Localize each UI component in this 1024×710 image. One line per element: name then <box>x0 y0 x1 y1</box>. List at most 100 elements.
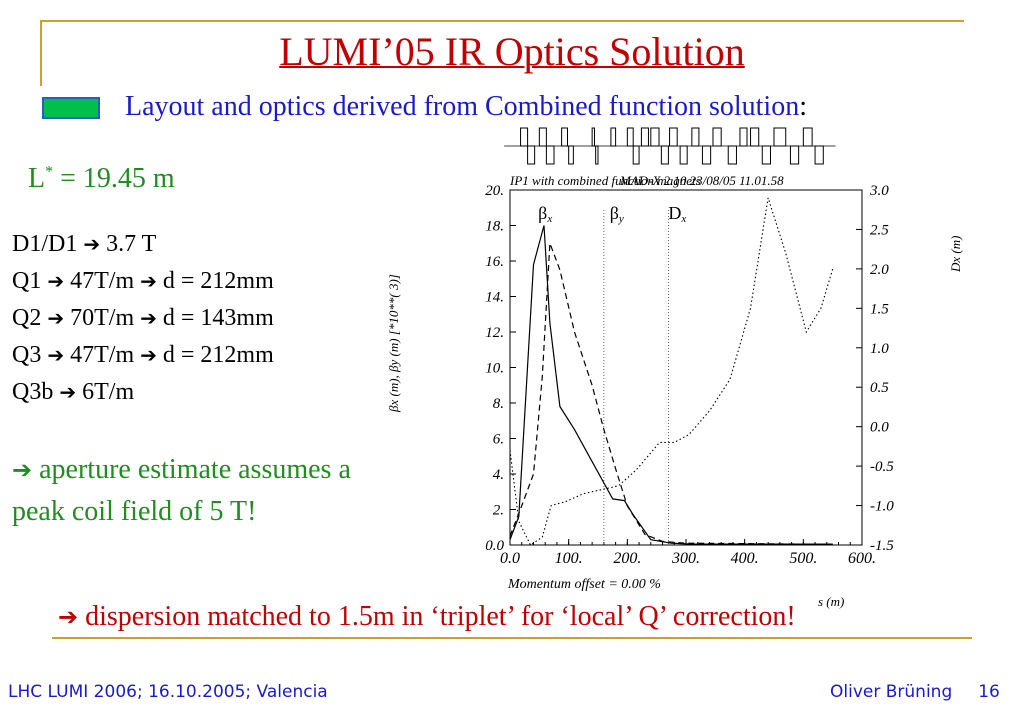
y-left-tick-label: 14. <box>485 290 504 306</box>
magnet-element <box>691 127 700 147</box>
spec-q3: Q3 ➔ 47T/m ➔ d = 212mm <box>12 342 274 369</box>
x-tick-label: 300. <box>671 550 700 567</box>
arrow-icon: ➔ <box>47 269 65 293</box>
chart-header: IP1 with combined function magnets <box>509 173 701 188</box>
y-right-tick-label: -1.0 <box>870 499 894 515</box>
legend-βy: βy <box>610 203 624 225</box>
spec-q3b: Q3b ➔ 6T/m <box>12 379 134 406</box>
magnet-element <box>802 127 813 147</box>
spec-label: Q1 <box>12 268 48 294</box>
lstar-sup: * <box>45 163 54 181</box>
spec-d1: D1/D1 ➔ 3.7 T <box>12 231 156 258</box>
arrow-icon: ➔ <box>12 456 33 484</box>
y-left-tick-label: 10. <box>485 361 504 377</box>
magnet-element <box>610 127 617 147</box>
spec-aperture: d = 212mm <box>156 342 274 368</box>
magnet-element <box>773 127 787 147</box>
magnet-element <box>632 145 640 165</box>
y-left-tick-label: 8. <box>493 396 504 412</box>
spec-q1: Q1 ➔ 47T/m ➔ d = 212mm <box>12 268 274 295</box>
spec-value: 6T/m <box>76 379 135 405</box>
legend-Dx: Dx <box>668 203 686 225</box>
y-left-tick-label: 0.0 <box>485 538 504 554</box>
x-tick-label: 500. <box>789 550 817 567</box>
y-right-tick-label: -0.5 <box>870 459 894 475</box>
subtitle: Layout and optics derived from Combined … <box>125 91 807 123</box>
y-left-tick-label: 18. <box>485 219 504 235</box>
page-number: 16 <box>978 682 1000 702</box>
magnet-element <box>789 145 800 165</box>
arrow-icon: ➔ <box>140 306 157 330</box>
y-left-tick-label: 4. <box>493 467 504 483</box>
arrow-icon: ➔ <box>47 306 65 330</box>
magnet-element <box>561 127 568 147</box>
arrow-icon: ➔ <box>59 380 77 404</box>
x-axis-label: s (m) <box>818 594 844 609</box>
subtitle-colon: : <box>799 91 807 122</box>
magnet-element <box>527 145 536 165</box>
note-text: aperture estimate assumes a peak coil fi… <box>12 454 351 527</box>
spec-label: D1/D1 <box>12 231 84 257</box>
spec-gradient: 47T/m <box>64 342 141 368</box>
magnet-element <box>660 145 669 165</box>
y-right-tick-label: 2.0 <box>870 262 889 278</box>
optics-curves <box>509 197 834 546</box>
series-dispersion-x <box>509 197 834 546</box>
y-right-tick-label: 0.5 <box>870 380 889 396</box>
axes-ticks: 0.0 100. 200. 300. 400. 500. 600. 0.0 2. 4. 6. 8. 10… <box>485 183 894 567</box>
spec-aperture: d = 212mm <box>156 268 274 294</box>
magnet-element <box>591 127 595 147</box>
magnet-element <box>640 127 649 147</box>
magnet-element <box>520 127 529 147</box>
spec-label: Q3 <box>12 342 48 368</box>
magnet-element <box>568 145 574 165</box>
magnet-element <box>650 127 660 147</box>
x-tick-label: 400. <box>731 550 759 567</box>
chart-legend: βx βy Dx <box>538 203 686 225</box>
aperture-note: ➔ aperture estimate assumes a peak coil … <box>12 449 372 533</box>
y-right-tick-label: -1.5 <box>870 538 894 554</box>
y-left-tick-label: 20. <box>485 183 504 199</box>
y-left-tick-label: 2. <box>493 503 504 519</box>
y-right-tick-label: 1.5 <box>870 301 889 317</box>
top-rule <box>40 20 964 22</box>
arrow-icon: ➔ <box>47 343 65 367</box>
y-right-tick-label: 2.5 <box>870 222 889 238</box>
magnet-element <box>679 145 688 165</box>
arrow-icon: ➔ <box>83 232 101 256</box>
magnet-element <box>545 145 555 165</box>
legend-sub: y <box>618 213 624 225</box>
spec-gradient: 70T/m <box>64 305 141 331</box>
legend-sub: x <box>546 213 552 225</box>
magnet-element <box>669 127 678 147</box>
series-beta-y <box>509 243 833 545</box>
plot-frame <box>509 189 863 546</box>
y-right-tick-label: 3.0 <box>869 183 889 199</box>
magnet-element <box>626 127 634 147</box>
spec-label: Q2 <box>12 305 48 331</box>
spec-label: Q3b <box>12 379 60 405</box>
magnet-element <box>595 145 599 165</box>
x-tick-label: 100. <box>555 550 583 567</box>
chart-header-overlap: MAD-X 2.10 23/08/05 11.01.58 <box>619 173 784 188</box>
legend-sub: x <box>680 213 686 225</box>
footer-author-page: Oliver Brüning 16 <box>830 682 1000 702</box>
magnet-element <box>814 145 824 165</box>
magnet-element <box>538 127 547 147</box>
spec-value: 3.7 T <box>100 231 157 257</box>
y-left-tick-label: 16. <box>485 254 504 270</box>
optics-chart: IP1 with combined function magnets MAD-X… <box>386 127 963 609</box>
footer-event: LHC LUMI 2006; 16.10.2005; Valencia <box>8 682 328 702</box>
magnet-element <box>761 145 771 165</box>
dispersion-note-text: dispersion matched to 1.5m in ‘triplet’ … <box>78 601 796 632</box>
magnet-element <box>727 145 737 165</box>
series-beta-x <box>509 225 833 545</box>
left-rule <box>40 20 42 86</box>
green-bullet-icon <box>42 97 100 119</box>
magnet-layout <box>504 127 836 165</box>
optics-markers <box>603 210 669 545</box>
arrow-icon: ➔ <box>140 343 157 367</box>
dispersion-note: ➔ dispersion matched to 1.5m in ‘triplet… <box>58 601 796 633</box>
spec-gradient: 47T/m <box>64 268 141 294</box>
slide-title: LUMI’05 IR Optics Solution <box>279 29 745 74</box>
